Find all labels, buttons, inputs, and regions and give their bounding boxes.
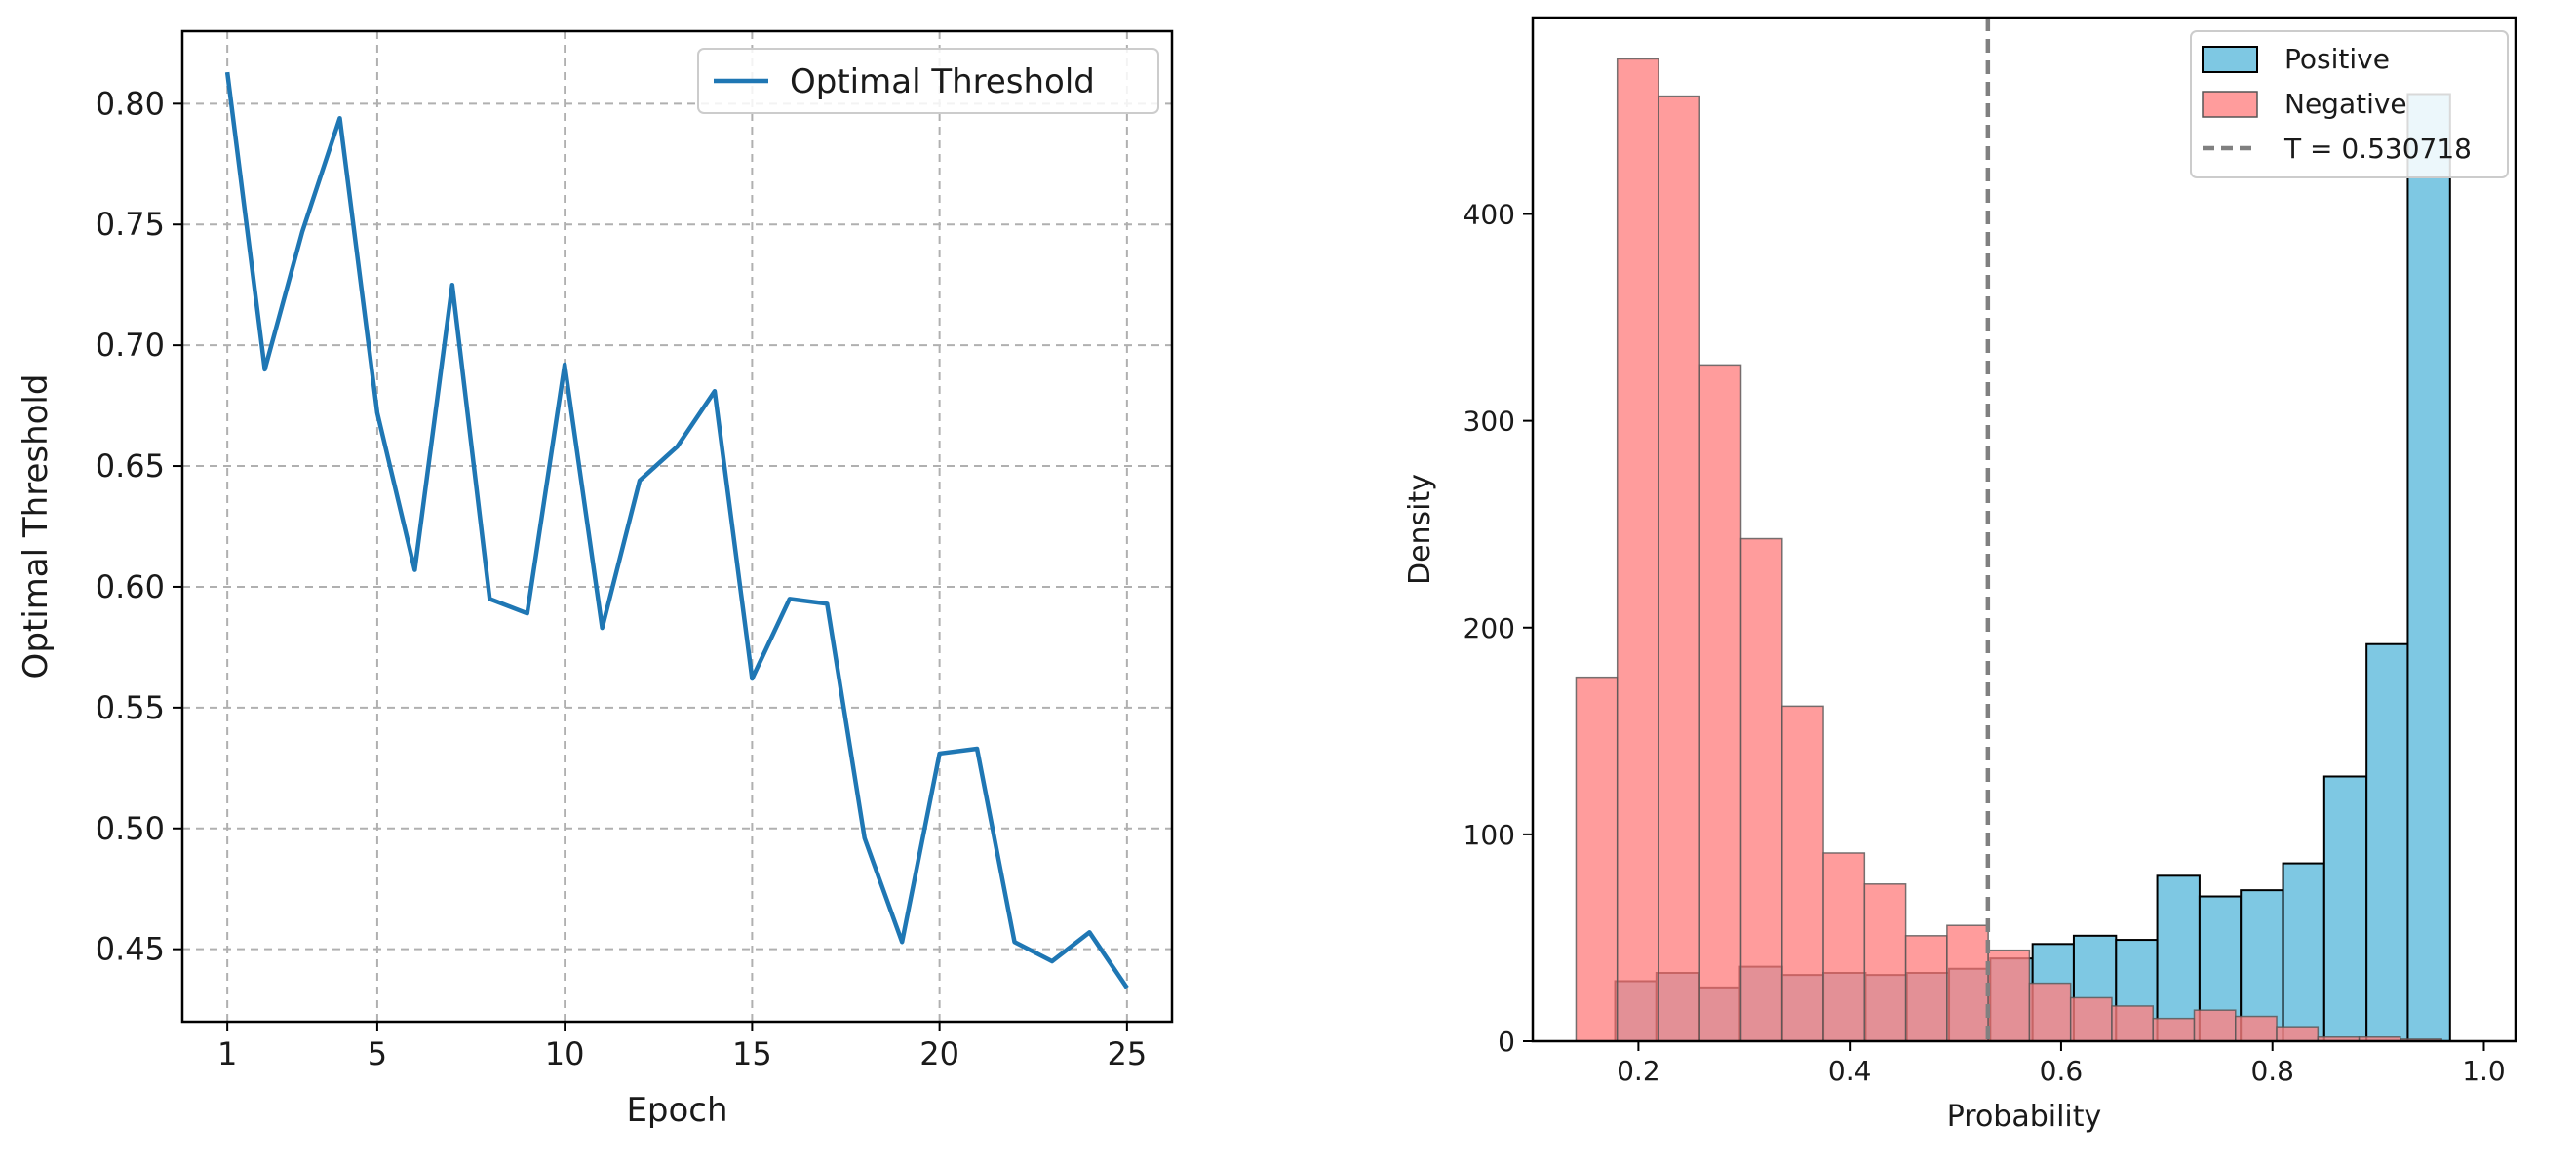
- y-axis-label: Density: [1403, 474, 1437, 585]
- x-tick-label: 0.4: [1828, 1055, 1872, 1087]
- x-tick-label: 15: [732, 1035, 772, 1072]
- legend-positive-label: Positive: [2284, 43, 2390, 75]
- legend-positive-swatch: [2202, 46, 2258, 73]
- y-tick-label: 0.50: [96, 810, 165, 847]
- plot-frame: [1531, 16, 2517, 1043]
- positive-bar: [2322, 775, 2368, 1042]
- y-tick-label: 0.75: [96, 206, 165, 243]
- y-tick-label: 0.65: [96, 447, 165, 485]
- x-tick-label: 0.2: [1617, 1055, 1660, 1087]
- negative-bar: [1946, 924, 1989, 1042]
- x-tick-label: 5: [368, 1035, 387, 1072]
- y-axis-label: Optimal Threshold: [17, 374, 56, 679]
- positive-bar: [2406, 93, 2451, 1042]
- negative-bar: [2193, 1009, 2237, 1042]
- y-tick-label: 0.45: [96, 931, 165, 968]
- negative-bar: [1863, 883, 1907, 1042]
- x-tick-label: 0.6: [2040, 1055, 2084, 1087]
- negative-bar: [2069, 996, 2113, 1042]
- x-tick-label: 25: [1108, 1035, 1148, 1072]
- threshold-line-chart: 1 5 10 15 20 250.450.500.550.600.650.700.750.…: [17, 29, 1174, 1130]
- x-tick-label: 20: [919, 1035, 959, 1072]
- x-tick-label: 1: [217, 1035, 237, 1072]
- legend-threshold-label: T = 0.530718: [2283, 133, 2472, 165]
- negative-bar: [2276, 1026, 2320, 1042]
- legend-box: [2190, 30, 2509, 178]
- negative-bar: [2111, 1005, 2154, 1042]
- x-axis-label: Epoch: [626, 1091, 727, 1130]
- y-tick-label: 200: [1464, 612, 1515, 644]
- x-tick-label: 0.8: [2250, 1055, 2294, 1087]
- legend-label: Optimal Threshold: [790, 62, 1095, 101]
- y-tick-label: 0.80: [96, 85, 165, 122]
- plot-frame: [180, 29, 1174, 1024]
- negative-bar: [1822, 852, 1866, 1042]
- negative-bar: [2152, 1017, 2196, 1042]
- negative-bar: [1616, 58, 1659, 1042]
- y-tick-label: 0.55: [96, 689, 165, 726]
- x-tick-label: 10: [545, 1035, 585, 1072]
- legend-negative-swatch: [2202, 91, 2258, 118]
- negative-bar: [1987, 949, 2031, 1042]
- positive-bar: [2282, 862, 2325, 1042]
- y-tick-label: 100: [1464, 819, 1515, 851]
- y-tick-label: 400: [1464, 199, 1515, 231]
- positive-bar: [2365, 642, 2409, 1043]
- y-tick-label: 0: [1498, 1026, 1515, 1058]
- x-axis-label: Probability: [1947, 1100, 2102, 1134]
- y-tick-label: 0.70: [96, 327, 165, 364]
- positive-bar: [2156, 874, 2201, 1043]
- negative-bar: [2235, 1015, 2278, 1042]
- negative-bar: [1781, 705, 1824, 1042]
- negative-bar: [1575, 676, 1619, 1042]
- threshold-series-line: [224, 71, 1129, 989]
- legend-negative-label: Negative: [2284, 88, 2407, 120]
- y-tick-label: 0.60: [96, 568, 165, 605]
- negative-bar: [2028, 982, 2072, 1042]
- x-tick-label: 1.0: [2462, 1055, 2506, 1087]
- legend-box: [697, 48, 1159, 114]
- negative-bar: [1739, 537, 1783, 1042]
- negative-bar: [1698, 364, 1742, 1042]
- negative-bar: [1904, 935, 1948, 1042]
- probability-histogram: 0.2 0.4 0.6 0.8 1.0 0 100 200 300 400 Probability D…: [1403, 16, 2517, 1134]
- negative-bar: [1658, 95, 1701, 1042]
- y-tick-label: 300: [1464, 406, 1515, 438]
